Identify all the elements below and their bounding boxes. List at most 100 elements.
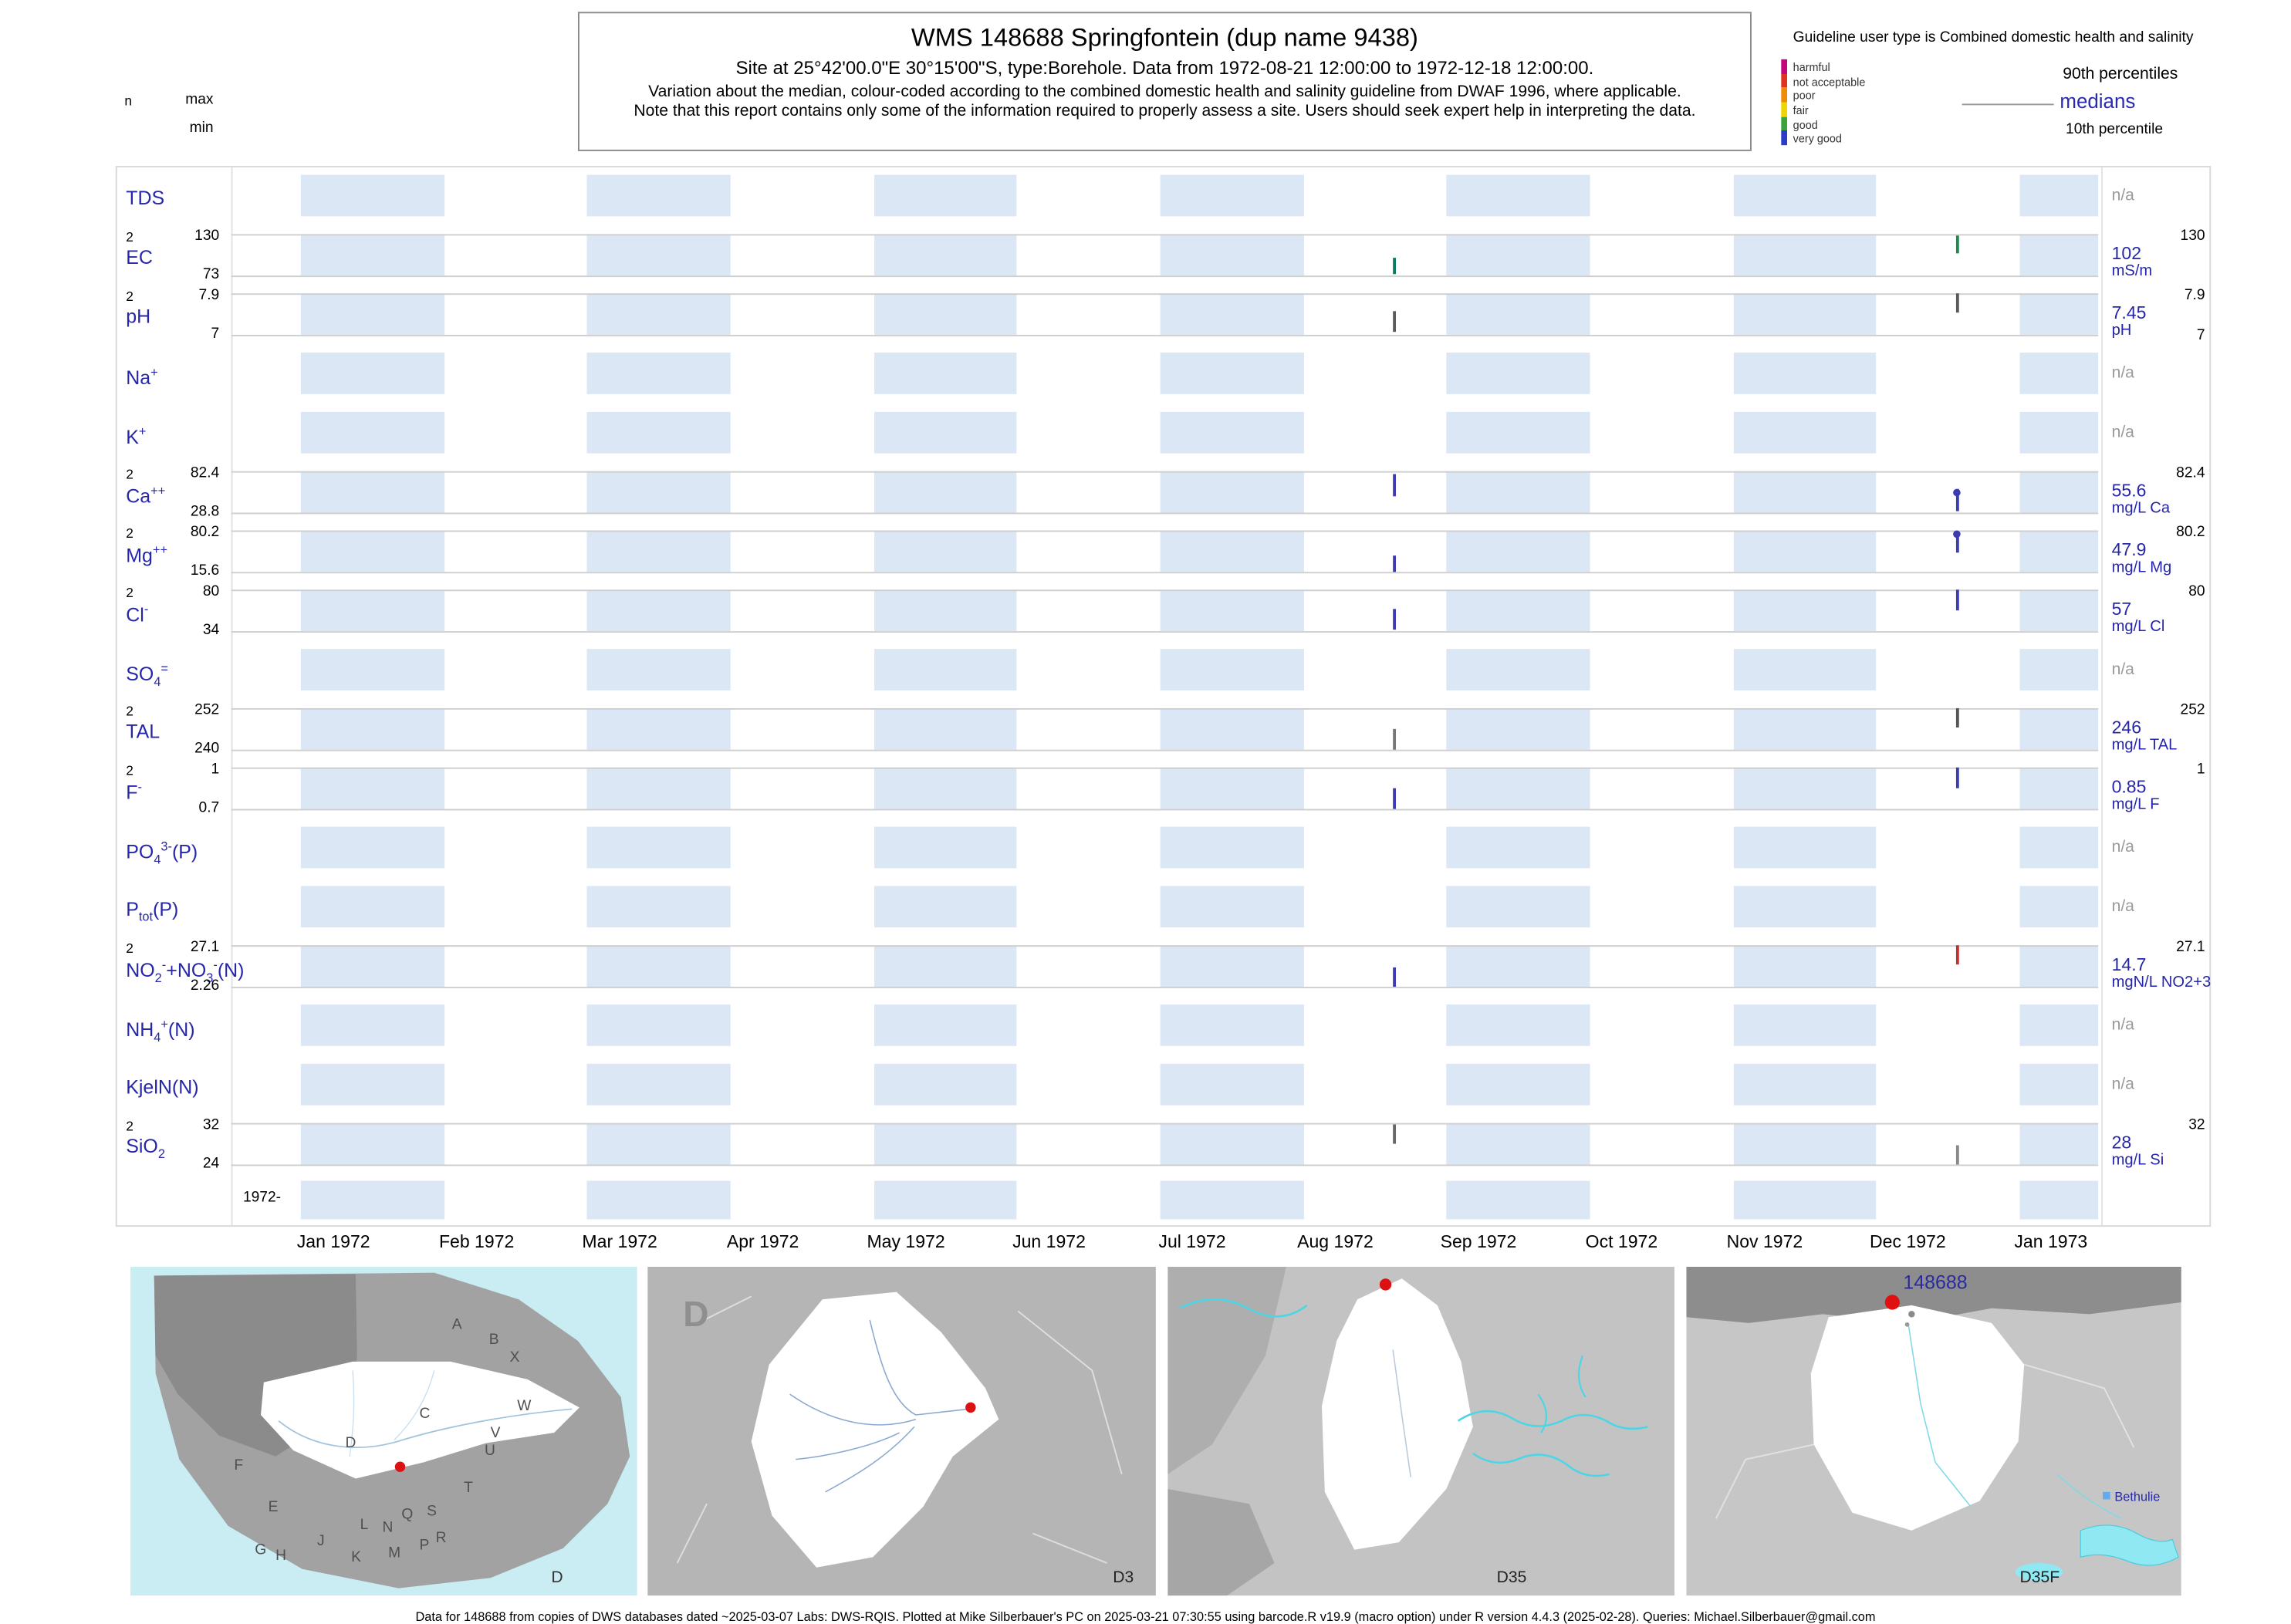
na-label: n/a <box>2111 1075 2134 1094</box>
month-label: Jul 1972 <box>1158 1231 1226 1252</box>
month-band <box>1160 1004 1304 1046</box>
max-value: 27.1 <box>190 939 220 956</box>
river <box>1537 1355 1586 1433</box>
param-formula: SiO2 <box>126 1135 165 1161</box>
annotation-max: 32 <box>2188 1116 2205 1134</box>
sample-marker <box>1955 293 1959 314</box>
month-band <box>1732 471 1877 513</box>
row-annotation: n/a <box>2103 642 2209 701</box>
month-band <box>2019 886 2099 928</box>
class-label: poor <box>1793 89 1816 103</box>
sample-marker <box>1393 609 1396 630</box>
month-band <box>1732 174 1877 217</box>
month-band <box>1732 767 1877 809</box>
month-band <box>873 945 1017 987</box>
row-plot <box>231 345 2099 404</box>
annotation-max: 80 <box>2188 583 2205 600</box>
month-band <box>587 945 731 987</box>
map-catchment-d35: D35 <box>1167 1266 1675 1596</box>
annotation-unit: mg/L Mg <box>2111 558 2172 577</box>
param-label-cell: Ptot(P) <box>117 879 231 938</box>
max-gridline <box>231 945 2099 947</box>
northern-region <box>1686 1266 2181 1323</box>
month-band <box>1446 767 1590 809</box>
river <box>1179 1298 1308 1318</box>
axis-origin-label: 1972- <box>242 1190 282 1207</box>
annotation-median: 14.7 <box>2111 954 2147 975</box>
min-gridline <box>231 631 2099 633</box>
class-label: not acceptable <box>1793 75 1866 89</box>
basin-highlight <box>260 1361 580 1479</box>
annotation-unit: pH <box>2111 321 2132 339</box>
guideline-class-labels: harmful not acceptable poor fair good very go… <box>1793 62 1941 148</box>
month-band <box>1160 1123 1304 1165</box>
month-band <box>1446 945 1590 987</box>
param-formula: PO43-(P) <box>126 838 198 867</box>
month-label: Jun 1972 <box>1012 1231 1086 1252</box>
annotation-unit: mg/L Si <box>2111 1151 2164 1170</box>
site-number-label: 148688 <box>1903 1272 1967 1294</box>
sample-count: 2 <box>126 1118 133 1134</box>
month-band <box>300 411 444 454</box>
param-row: TDS n/a <box>117 167 2210 227</box>
map-drainage-region-d: D D3 <box>647 1266 1156 1596</box>
na-label: n/a <box>2111 1016 2134 1035</box>
param-formula: Ca++ <box>126 483 166 508</box>
param-row: Ca++ 2 82.4 28.8 82.4 55.6 mg/L Ca <box>117 464 2210 523</box>
region-letter-N: N <box>382 1520 393 1536</box>
row-plot <box>231 642 2099 701</box>
month-band <box>587 767 731 809</box>
class-label: very good <box>1793 132 1842 146</box>
month-band <box>873 767 1017 809</box>
site-marker-dot <box>1379 1278 1392 1291</box>
min-gridline <box>231 512 2099 515</box>
month-band <box>1160 530 1304 572</box>
na-label: n/a <box>2111 897 2134 916</box>
month-band <box>2019 1063 2099 1106</box>
region-letter-U: U <box>485 1443 495 1459</box>
month-band <box>2019 945 2099 987</box>
row-plot <box>231 523 2099 582</box>
param-label-cell: Mg++ 2 80.2 15.6 <box>117 523 231 582</box>
param-row: Ptot(P) n/a <box>117 879 2210 938</box>
row-annotation: n/a <box>2103 404 2209 464</box>
sample-count: 2 <box>126 704 133 719</box>
month-band <box>300 1180 444 1220</box>
row-annotation: 80 57 mg/L Cl <box>2103 582 2209 642</box>
month-band <box>2019 1123 2099 1165</box>
param-row: pH 2 7.9 7 7.9 7.45 pH 7 <box>117 286 2210 346</box>
month-band <box>873 886 1017 928</box>
class-color-very-good <box>1781 130 1788 146</box>
dam-water <box>2015 1563 2063 1582</box>
month-band <box>2019 174 2099 217</box>
sample-marker <box>1955 589 1959 611</box>
sample-count: 2 <box>126 763 133 778</box>
month-band <box>1446 649 1590 690</box>
param-formula: F- <box>126 779 142 804</box>
param-label-cell: TDS <box>117 167 231 227</box>
month-band <box>1732 707 1877 750</box>
max-gridline <box>231 589 2099 592</box>
param-label-cell: KjelN(N) <box>117 1056 231 1116</box>
param-formula: EC <box>126 245 153 268</box>
axis-strip: 1972- <box>231 1175 2099 1224</box>
month-band <box>1732 353 1877 394</box>
param-label-cell: SiO2 2 32 24 <box>117 1116 231 1175</box>
month-band <box>587 826 731 869</box>
month-band <box>2019 530 2099 572</box>
max-gridline <box>231 767 2099 769</box>
class-color-harmful <box>1781 59 1788 74</box>
month-band <box>587 1123 731 1165</box>
max-value: 80.2 <box>190 524 220 541</box>
month-band <box>1732 530 1877 572</box>
row-annotation: n/a <box>2103 997 2209 1056</box>
month-band <box>873 530 1017 572</box>
param-formula: pH <box>126 305 151 328</box>
month-band <box>1160 174 1304 217</box>
max-gridline <box>231 530 2099 532</box>
row-annotation: 1 0.85 mg/L F <box>2103 760 2209 819</box>
row-plot <box>231 938 2099 998</box>
month-band <box>1160 589 1304 632</box>
month-band <box>300 1004 444 1046</box>
annotation-max: 27.1 <box>2176 939 2205 956</box>
